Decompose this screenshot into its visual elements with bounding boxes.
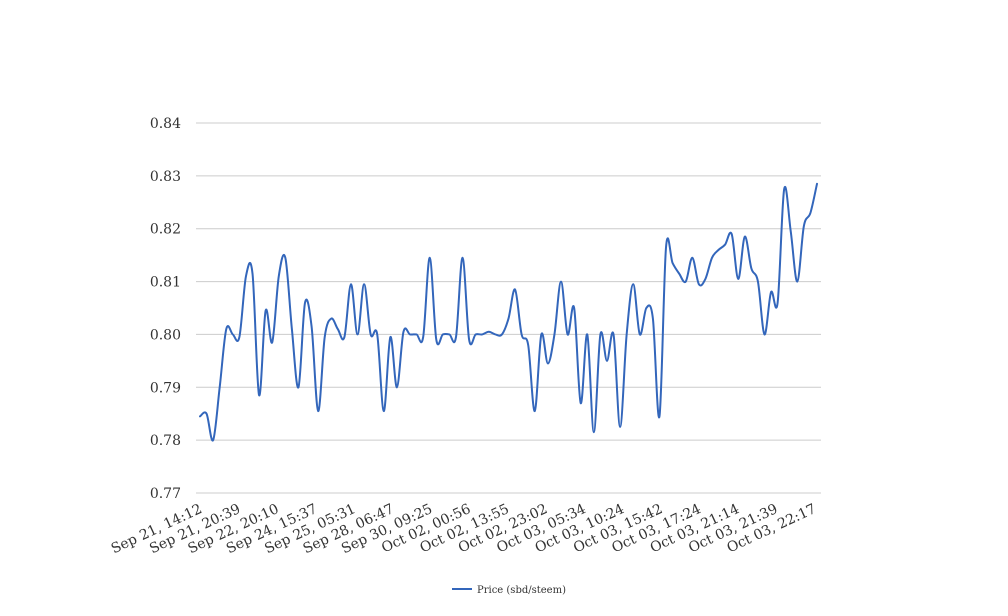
y-tick-label: 0.82 [150,222,181,238]
y-tick-label: 0.79 [150,380,181,396]
y-tick-label: 0.84 [150,116,181,132]
y-tick-label: 0.77 [150,486,181,502]
y-tick-label: 0.81 [150,275,181,291]
y-axis: 0.77 0.78 0.79 0.80 0.81 0.82 0.83 0.84 [150,116,181,502]
legend-label: Price (sbd/steem) [477,585,566,596]
series-line-price [199,182,818,442]
legend: Price (sbd/steem) [452,585,566,596]
y-tick-label: 0.78 [150,433,181,449]
y-tick-label: 0.83 [150,169,181,185]
grid-lines [196,122,821,494]
y-tick-label: 0.80 [150,327,181,343]
